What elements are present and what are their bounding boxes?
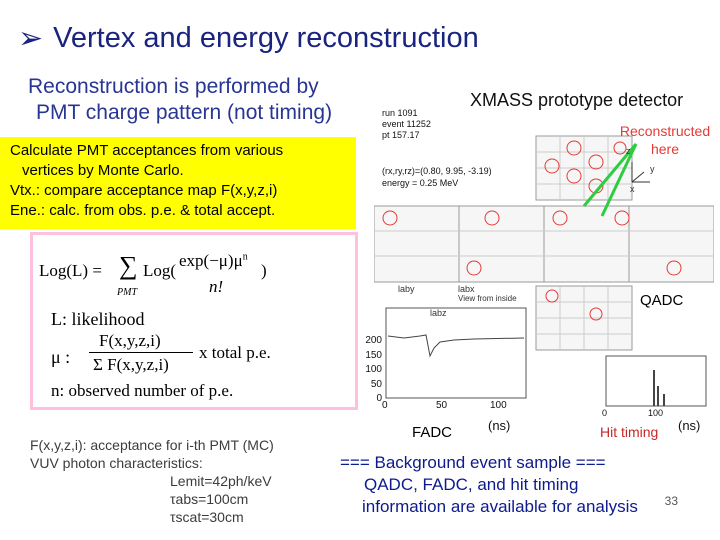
axis-label-y: y xyxy=(650,164,655,174)
fadc-x-tick-100: 100 xyxy=(490,400,507,411)
figure-title: XMASS prototype detector xyxy=(470,90,684,110)
detector-graphics xyxy=(374,135,714,407)
fadc-plot xyxy=(385,307,527,399)
intro-line-2: PMT charge pattern (not timing) xyxy=(36,101,333,124)
calculation-box: Calculate PMT acceptances from various v… xyxy=(0,137,356,229)
fadc-x-unit: (ns) xyxy=(488,418,511,433)
intro-line-1: Reconstruction is performed by xyxy=(28,75,319,98)
reconstructed-here-label: Reconstructed here xyxy=(619,123,711,157)
calc-line-3: Vtx.: compare acceptance map F(x,y,z,i) xyxy=(10,182,278,199)
formula-lhs: Log(L) = xyxy=(39,261,102,280)
hit-x-tick-100: 100 xyxy=(648,408,664,418)
face-label-laby: laby xyxy=(398,284,415,294)
hit-circle xyxy=(566,168,582,184)
calc-line-4: Ene.: calc. from obs. p.e. & total accep… xyxy=(10,202,276,219)
axis-label-z: z xyxy=(626,146,631,156)
qadc-label: QADC xyxy=(640,292,684,309)
hit-x-unit: (ns) xyxy=(678,418,701,433)
axis-indicator xyxy=(631,162,650,183)
axis-line-y xyxy=(631,171,645,183)
hit-circle xyxy=(544,158,560,174)
likelihood-formula-box: Log(L) = ∑ PMT Log( exp(−μ)μn n! ) L: li… xyxy=(30,232,358,410)
view-from-inside-label: View from inside xyxy=(458,294,517,303)
mu-numerator: F(x,y,z,i) xyxy=(99,331,161,350)
pt-value: pt 157.17 xyxy=(382,130,420,140)
y-tick: 150 xyxy=(365,349,382,361)
hit-circle xyxy=(666,260,682,276)
fadc-waveform xyxy=(387,334,525,358)
y-tick: 200 xyxy=(365,335,382,346)
y-tick: 100 xyxy=(365,364,382,376)
run-info: run 1091 event 11252 pt 157.17 xyxy=(382,108,431,141)
acceptance-footnote: F(x,y,z,i): acceptance for i-th PMT (MC)… xyxy=(30,436,274,526)
mu-label: μ : xyxy=(51,347,71,367)
intro-text: Reconstruction is performed by PMT charg… xyxy=(28,74,332,126)
hit-x-tick-0: 0 xyxy=(602,408,608,418)
formula-denominator: n! xyxy=(209,277,224,296)
bottom-face-grid xyxy=(535,285,633,351)
footnote-line-4: τabs=100cm xyxy=(170,491,249,507)
detector-figure: XMASS prototype detector run 1091 event … xyxy=(365,86,714,418)
slide-title: ➢ Vertex and energy reconstruction xyxy=(18,16,479,60)
fadc-x-tick-0: 0 xyxy=(382,400,388,411)
arrow-to-side-face xyxy=(600,143,638,217)
log-open: Log( xyxy=(143,261,177,280)
hit-circle xyxy=(588,154,604,170)
hit-circle xyxy=(613,141,627,155)
formula-numerator: exp(−μ)μn xyxy=(179,251,248,271)
likelihood-definition: L: likelihood xyxy=(51,309,145,329)
background-line-2: QADC, FADC, and hit timing xyxy=(364,475,579,494)
background-line-1: === Background event sample === xyxy=(340,453,606,472)
hit-timing-label: Hit timing xyxy=(600,424,659,440)
hit-circle xyxy=(614,210,630,226)
fadc-x-tick-50: 50 xyxy=(436,400,448,411)
face-label-labz: labz xyxy=(430,308,447,318)
hit-circle xyxy=(466,260,482,276)
face-label-labx: labx xyxy=(458,284,475,294)
bullet-arrow-icon: ➢ xyxy=(18,20,44,56)
footnote-line-3: Lemit=42ph/keV xyxy=(170,473,272,489)
y-tick: 0 xyxy=(376,393,382,405)
hit-timing-plot xyxy=(605,355,707,407)
hit-circle xyxy=(566,140,582,156)
page-number: 33 xyxy=(664,494,678,508)
vertex-readout: (rx,ry,rz)=(0.80, 9.95, -3.19) xyxy=(382,166,492,176)
calc-line-2: vertices by Monte Carlo. xyxy=(22,162,184,179)
calc-line-1: Calculate PMT acceptances from various xyxy=(10,142,284,159)
sum-subscript: PMT xyxy=(117,287,137,298)
fadc-frame xyxy=(385,307,527,399)
hit-circle xyxy=(589,307,603,321)
run-number: run 1091 xyxy=(382,108,418,118)
arrow-to-top-face xyxy=(582,143,638,207)
hit-circle xyxy=(545,289,559,303)
title-text: Vertex and energy reconstruction xyxy=(53,21,479,54)
numerator-exponent: n xyxy=(242,251,248,263)
sum-symbol: ∑ xyxy=(119,251,138,280)
axis-label-x: x xyxy=(630,184,635,194)
side-faces-band xyxy=(374,205,714,283)
fadc-y-ticks: 200 150 100 50 0 xyxy=(346,334,382,407)
fadc-label: FADC xyxy=(412,424,453,441)
event-number: event 11252 xyxy=(382,119,431,129)
background-sample-text: === Background event sample === QADC, FA… xyxy=(340,452,638,518)
y-tick: 50 xyxy=(370,378,382,390)
mu-denominator: Σ F(x,y,z,i) xyxy=(93,355,169,374)
footnote-line-5: τscat=30cm xyxy=(170,509,244,525)
mu-fraction-line xyxy=(89,352,193,353)
hit-circle xyxy=(382,210,398,226)
numerator-text: exp(−μ)μ xyxy=(179,251,243,270)
footnote-line-2: VUV photon characteristics: xyxy=(30,455,203,471)
mu-tail: x total p.e. xyxy=(199,343,271,362)
background-line-3: information are available for analysis xyxy=(362,497,638,516)
n-definition: n: observed number of p.e. xyxy=(51,381,234,400)
log-close: ) xyxy=(261,261,267,280)
footnote-line-1: F(x,y,z,i): acceptance for i-th PMT (MC) xyxy=(30,437,274,453)
hit-timing-frame xyxy=(605,355,707,407)
hit-circle xyxy=(552,210,568,226)
energy-readout: energy = 0.25 MeV xyxy=(382,178,459,188)
hit-circle xyxy=(484,210,500,226)
